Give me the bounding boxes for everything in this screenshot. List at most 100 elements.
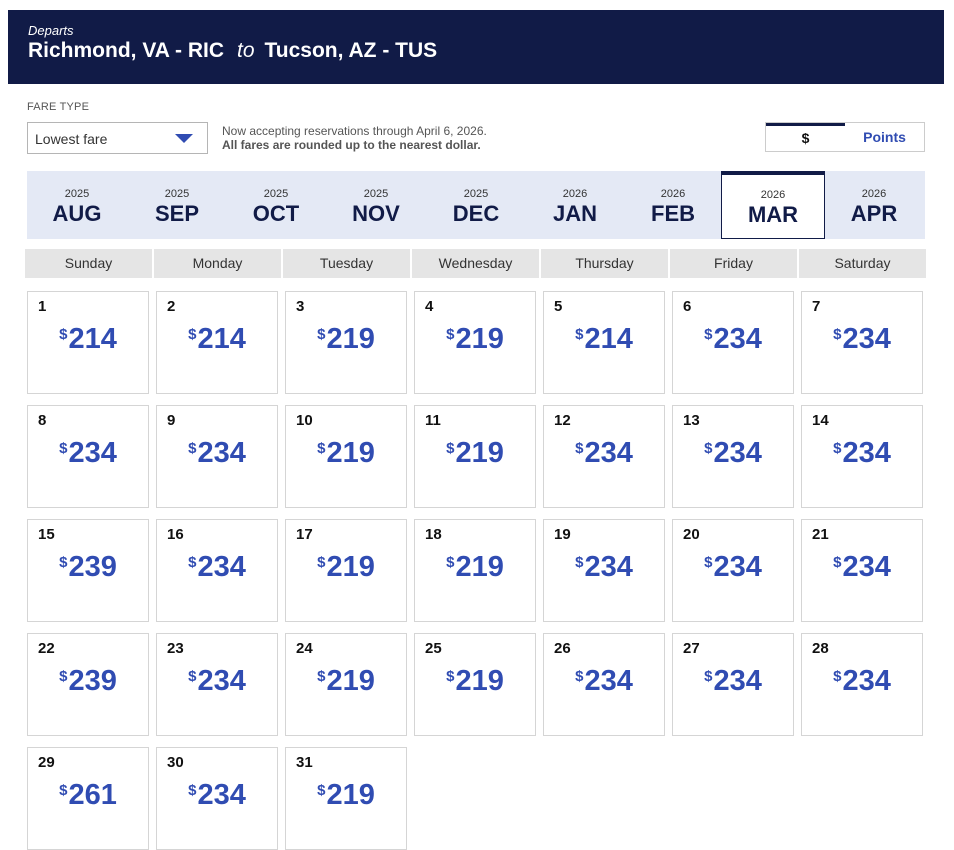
fare-amount: 219: [326, 437, 375, 469]
calendar-day-cell[interactable]: 23 $234: [156, 633, 278, 736]
month-tab-year: 2025: [263, 188, 289, 200]
month-tab-year: 2025: [463, 188, 489, 200]
calendar-day-cell[interactable]: 10 $219: [285, 405, 407, 508]
month-tab-nov[interactable]: 2025 NOV: [326, 171, 426, 239]
weekday-header-sunday: Sunday: [25, 249, 152, 278]
currency-symbol: $: [59, 440, 68, 457]
fare-amount: 234: [713, 551, 762, 583]
calendar-day-cell[interactable]: 24 $219: [285, 633, 407, 736]
month-tab-label: FEB: [651, 201, 695, 226]
month-tab-label: JAN: [552, 201, 597, 226]
fare-type-select[interactable]: Lowest fare: [27, 122, 208, 154]
calendar-day-cell[interactable]: 7 $234: [801, 291, 923, 394]
fare-price: $234: [802, 551, 922, 584]
month-tab-oct[interactable]: 2025 OCT: [226, 171, 326, 239]
calendar-day-cell[interactable]: 26 $234: [543, 633, 665, 736]
day-number: 6: [683, 298, 692, 315]
currency-symbol: $: [188, 440, 197, 457]
calendar-day-cell[interactable]: 29 $261: [27, 747, 149, 850]
calendar-day-cell[interactable]: 1 $214: [27, 291, 149, 394]
fare-amount: 234: [584, 665, 633, 697]
calendar-day-cell[interactable]: 28 $234: [801, 633, 923, 736]
calendar-day-cell[interactable]: 19 $234: [543, 519, 665, 622]
calendar-day-cell[interactable]: 22 $239: [27, 633, 149, 736]
fare-price: $219: [286, 665, 406, 698]
day-number: 21: [812, 526, 829, 543]
chevron-down-icon: [175, 134, 193, 143]
calendar-day-cell[interactable]: 3 $219: [285, 291, 407, 394]
fare-price: $234: [544, 437, 664, 470]
currency-symbol: $: [59, 668, 68, 685]
currency-symbol: $: [188, 668, 197, 685]
notice-line-reservations: Now accepting reservations through April…: [222, 124, 487, 138]
day-number: 31: [296, 754, 313, 771]
calendar-day-cell[interactable]: 9 $234: [156, 405, 278, 508]
currency-symbol: $: [704, 554, 713, 571]
calendar-day-cell[interactable]: 6 $234: [672, 291, 794, 394]
calendar-day-cell[interactable]: 30 $234: [156, 747, 278, 850]
fare-amount: 219: [326, 665, 375, 697]
fare-amount: 214: [197, 323, 246, 355]
fare-amount: 234: [713, 665, 762, 697]
calendar-day-cell[interactable]: 11 $219: [414, 405, 536, 508]
currency-symbol: $: [575, 554, 584, 571]
fare-amount: 234: [713, 323, 762, 355]
calendar-day-cell[interactable]: 5 $214: [543, 291, 665, 394]
calendar-day-cell[interactable]: 20 $234: [672, 519, 794, 622]
calendar-day-cell[interactable]: 12 $234: [543, 405, 665, 508]
calendar-day-cell[interactable]: 16 $234: [156, 519, 278, 622]
day-number: 24: [296, 640, 313, 657]
currency-symbol: $: [188, 782, 197, 799]
day-number: 9: [167, 412, 176, 429]
fare-amount: 239: [68, 665, 117, 697]
calendar-day-cell[interactable]: 31 $219: [285, 747, 407, 850]
points-toggle-button[interactable]: Points: [863, 129, 906, 145]
fare-amount: 219: [326, 551, 375, 583]
month-tab-sep[interactable]: 2025 SEP: [127, 171, 227, 239]
currency-symbol: $: [317, 440, 326, 457]
day-number: 20: [683, 526, 700, 543]
currency-symbol: $: [704, 326, 713, 343]
calendar-day-cell[interactable]: 17 $219: [285, 519, 407, 622]
day-number: 19: [554, 526, 571, 543]
calendar-day-cell[interactable]: 15 $239: [27, 519, 149, 622]
currency-symbol: $: [188, 326, 197, 343]
fare-amount: 234: [197, 551, 246, 583]
month-tab-aug[interactable]: 2025 AUG: [27, 171, 127, 239]
fare-price: $234: [157, 437, 277, 470]
currency-symbol: $: [833, 668, 842, 685]
fare-amount: 261: [68, 779, 117, 811]
month-tab-feb[interactable]: 2026 FEB: [623, 171, 723, 239]
month-tab-dec[interactable]: 2025 DEC: [426, 171, 526, 239]
month-tab-year: 2025: [363, 188, 389, 200]
currency-symbol: $: [833, 554, 842, 571]
calendar-day-cell[interactable]: 2 $214: [156, 291, 278, 394]
fare-price: $239: [28, 551, 148, 584]
origin-city: Richmond, VA - RIC: [28, 39, 224, 62]
fare-price: $234: [544, 665, 664, 698]
month-tab-year: 2025: [64, 188, 90, 200]
currency-symbol: $: [188, 554, 197, 571]
calendar-day-cell[interactable]: 13 $234: [672, 405, 794, 508]
currency-symbol: $: [317, 554, 326, 571]
month-tab-year: 2026: [861, 188, 887, 200]
month-tab-apr[interactable]: 2026 APR: [824, 171, 924, 239]
calendar-day-cell[interactable]: 21 $234: [801, 519, 923, 622]
dollars-toggle-button[interactable]: $: [766, 123, 845, 151]
calendar-day-cell[interactable]: 4 $219: [414, 291, 536, 394]
destination-city: Tucson, AZ - TUS: [264, 39, 438, 62]
calendar-day-cell[interactable]: 18 $219: [414, 519, 536, 622]
day-number: 28: [812, 640, 829, 657]
month-tab-jan[interactable]: 2026 JAN: [525, 171, 625, 239]
fare-amount: 234: [842, 437, 891, 469]
calendar-day-cell[interactable]: 27 $234: [672, 633, 794, 736]
notice-line-rounding: All fares are rounded up to the nearest …: [222, 138, 481, 152]
currency-symbol: $: [833, 326, 842, 343]
month-tab-mar[interactable]: 2026 MAR: [721, 171, 825, 239]
day-number: 26: [554, 640, 571, 657]
calendar-day-cell[interactable]: 14 $234: [801, 405, 923, 508]
fare-type-value: Lowest fare: [35, 131, 108, 147]
calendar-day-cell[interactable]: 8 $234: [27, 405, 149, 508]
calendar-day-cell[interactable]: 25 $219: [414, 633, 536, 736]
fare-price: $234: [673, 437, 793, 470]
